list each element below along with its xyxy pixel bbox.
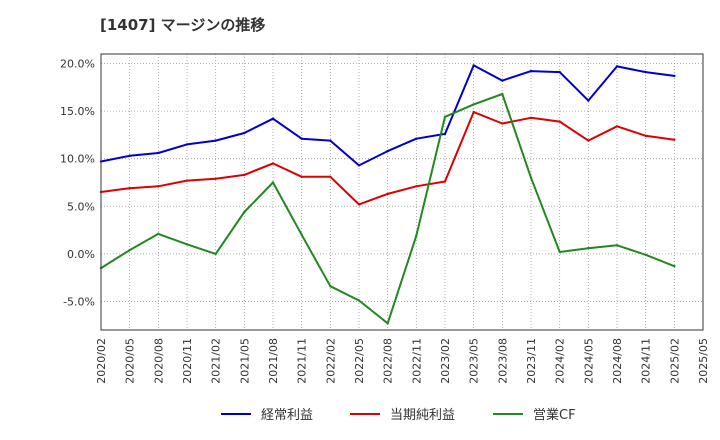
series-3-point	[300, 233, 303, 237]
series-1-point	[443, 132, 447, 136]
series-1-point	[128, 154, 131, 158]
series-3-point	[386, 322, 389, 325]
y-tick-label: 0.0%	[67, 248, 95, 261]
series-2-point	[300, 175, 303, 178]
series-2-point	[472, 110, 475, 114]
y-tick-label: 5.0%	[67, 200, 95, 213]
x-tick-label: 2024/02	[554, 338, 567, 384]
chart-title: [1407] マージンの推移	[100, 16, 266, 34]
x-tick-label: 2022/05	[353, 338, 366, 384]
series-3-point	[185, 243, 189, 246]
series-1-point	[214, 139, 217, 142]
series-3-point	[529, 176, 533, 179]
y-tick-label: 10.0%	[60, 153, 95, 166]
series-1-point	[157, 151, 160, 155]
series-1-point	[386, 149, 389, 153]
series-1-point	[501, 79, 504, 82]
series-2-point	[214, 177, 217, 180]
series-1-point	[615, 65, 619, 68]
series-3-point	[415, 234, 418, 237]
series-1-point	[644, 70, 647, 74]
series-1-point	[300, 137, 303, 140]
series-2-point	[185, 179, 189, 182]
series-1-point	[587, 99, 590, 102]
series-3-point	[157, 232, 160, 236]
x-tick-label: 2024/08	[611, 338, 624, 384]
x-tick-label: 2020/05	[124, 338, 137, 384]
series-2-point	[386, 192, 389, 196]
series-3-point	[558, 250, 561, 254]
series-2-point	[128, 186, 131, 190]
x-tick-label: 2021/11	[296, 338, 309, 384]
x-tick-label: 2025/02	[668, 338, 681, 384]
series-2-point	[529, 116, 533, 119]
y-tick-label: 15.0%	[60, 105, 95, 118]
legend-label-3: 営業CF	[533, 407, 576, 423]
series-3-point	[472, 103, 475, 106]
x-tick-label: 2021/02	[210, 338, 223, 384]
series-2-point	[558, 120, 561, 123]
series-2-point	[673, 138, 676, 141]
legend-label-1: 経常利益	[261, 408, 313, 423]
series-3-point	[644, 253, 647, 257]
series-3-point	[214, 252, 217, 256]
x-tick-label: 2023/02	[439, 338, 452, 384]
series-2-point	[644, 134, 647, 138]
series-2-point	[443, 180, 447, 183]
x-tick-label: 2025/05	[697, 338, 710, 384]
y-tick-label: -5.0%	[63, 295, 95, 308]
series-3-point	[271, 181, 275, 184]
legend-label-2: 当期純利益	[390, 408, 455, 423]
series-1-point	[357, 164, 361, 167]
x-tick-label: 2022/02	[324, 338, 337, 384]
series-1-point	[558, 70, 561, 74]
series-1-point	[271, 117, 275, 120]
plot-frame	[100, 53, 704, 331]
series-1-point	[673, 74, 676, 78]
x-tick-label: 2023/11	[525, 338, 538, 384]
series-1-point	[472, 64, 475, 67]
series-3-point	[357, 299, 361, 302]
series-3-point	[443, 115, 447, 119]
x-tick-label: 2024/05	[582, 338, 595, 384]
x-tick-label: 2023/05	[468, 338, 481, 384]
x-tick-label: 2020/02	[95, 338, 108, 384]
x-tick-label: 2021/05	[238, 338, 251, 384]
x-tick-label: 2020/11	[181, 338, 194, 384]
series-1-point	[415, 137, 418, 140]
series-2-point	[615, 125, 619, 128]
series-1-point	[529, 69, 533, 73]
series-3-point	[673, 265, 676, 268]
series-1-point	[243, 131, 246, 135]
x-tick-label: 2022/08	[382, 338, 395, 384]
x-tick-label: 2024/11	[640, 338, 653, 384]
series-2-point	[587, 139, 590, 142]
x-tick-label: 2023/08	[496, 338, 509, 384]
x-tick-label: 2020/08	[152, 338, 165, 384]
x-tick-label: 2022/11	[410, 338, 423, 384]
series-2-point	[243, 173, 246, 177]
series-2-point	[357, 203, 361, 206]
y-tick-label: 20.0%	[60, 58, 95, 71]
series-3-point	[501, 92, 504, 96]
series-3-point	[615, 244, 619, 247]
series-3-point	[587, 246, 590, 250]
series-2-point	[501, 122, 504, 125]
series-3-point	[128, 248, 131, 252]
plot-area	[101, 54, 703, 330]
series-2-point	[329, 175, 332, 178]
x-tick-label: 2021/08	[267, 338, 280, 384]
series-1-point	[329, 139, 332, 142]
series-3-point	[243, 210, 246, 214]
series-1-point	[185, 143, 189, 146]
series-2-point	[271, 162, 275, 165]
series-3-point	[329, 285, 332, 288]
series-2-point	[157, 185, 160, 188]
series-2-point	[415, 185, 418, 188]
